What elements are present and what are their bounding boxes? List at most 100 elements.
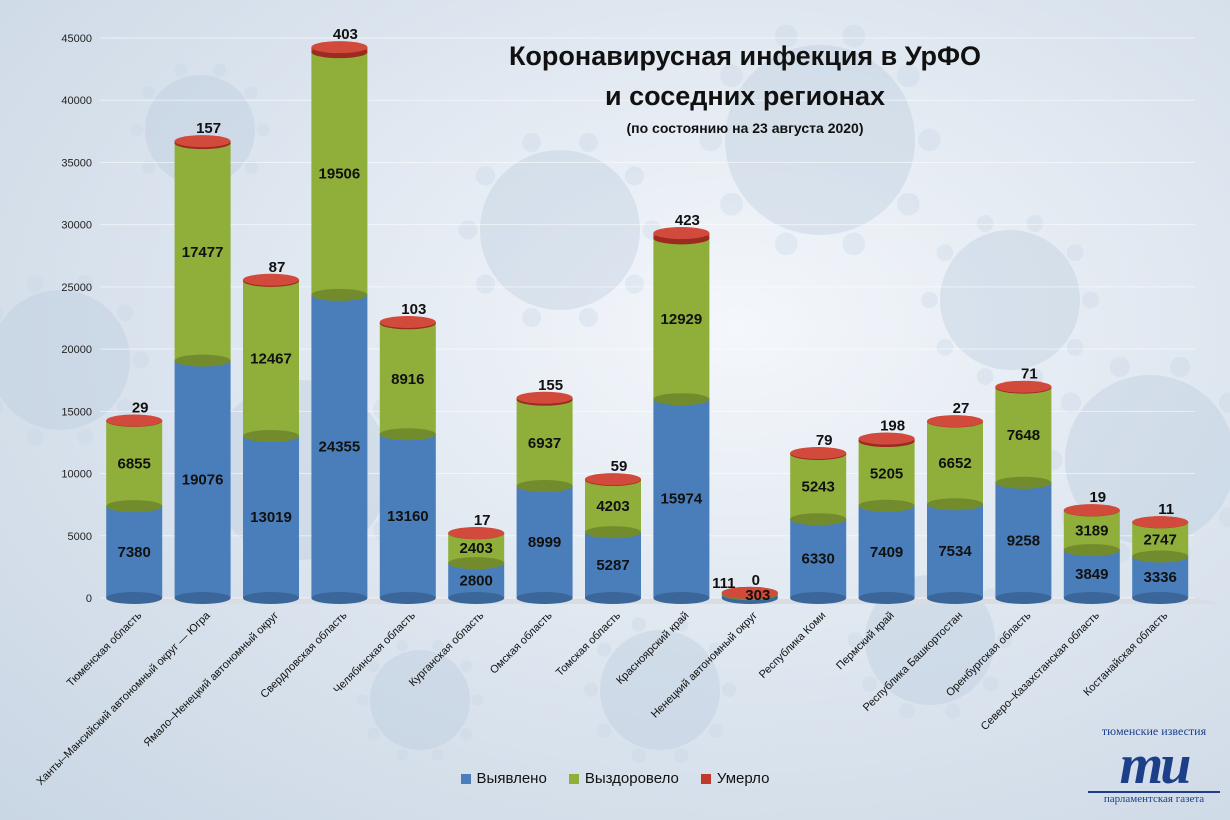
legend-label-detected: Выявлено — [476, 770, 547, 787]
x-category-label: Северо–Казахстанская область — [979, 609, 1102, 732]
value-label-recovered: 5205 — [870, 465, 903, 482]
bar-segment — [995, 387, 1052, 483]
bar-segment-base — [790, 592, 847, 604]
bar-segment-base — [174, 592, 231, 604]
value-label-detected: 2800 — [460, 573, 493, 590]
value-label-recovered: 2403 — [460, 540, 493, 557]
legend: Выявлено Выздоровело Умерло — [0, 770, 1230, 787]
value-label-detected: 3336 — [1144, 569, 1177, 586]
value-label-died: 27 — [953, 400, 970, 417]
bar-group — [311, 41, 368, 604]
bar-top-cap — [653, 227, 710, 240]
value-label-died: 403 — [333, 26, 358, 43]
x-category-label: Республика Коми — [757, 610, 828, 681]
value-label-died: 198 — [880, 418, 905, 435]
bar-segment-base — [858, 592, 915, 604]
bar-segment — [379, 434, 436, 598]
value-label-recovered: 12467 — [250, 350, 292, 367]
bar-segment-base — [516, 480, 573, 493]
bar-segment-base — [448, 557, 505, 570]
bar-top-cap — [1132, 516, 1189, 529]
bar-group — [106, 414, 163, 604]
value-label-detected: 13160 — [387, 508, 429, 525]
bar-segment-base — [516, 592, 573, 604]
value-label-recovered: 6937 — [528, 435, 561, 452]
value-label-recovered: 4203 — [596, 498, 629, 515]
bar-segment — [516, 486, 573, 598]
virus-blob — [0, 275, 149, 445]
y-tick-label: 20000 — [61, 344, 92, 356]
bar-top-cap — [106, 414, 163, 427]
bar-segment — [653, 399, 710, 598]
bar-segment — [927, 504, 983, 598]
bar-segment-base — [995, 592, 1052, 604]
bar-group — [379, 315, 436, 604]
x-category-label: Курганская область — [407, 609, 487, 689]
bar-segment — [243, 280, 299, 436]
bar-group — [174, 135, 231, 604]
value-label-detected: 5287 — [596, 557, 629, 574]
value-label-died: 79 — [816, 432, 833, 449]
value-label-detected: 24355 — [319, 438, 361, 455]
bar-group — [243, 273, 299, 604]
bar-group — [653, 227, 710, 604]
bar-segment-base — [927, 498, 983, 511]
bar-segment-base — [1132, 550, 1189, 563]
value-label-recovered: 6652 — [938, 455, 971, 472]
value-label-died: 11 — [1158, 501, 1174, 518]
chart-title-line2: и соседних регионах — [604, 81, 886, 111]
chart-subtitle: (по состоянию на 23 августа 2020) — [626, 120, 864, 136]
x-category-label: Ямало–Ненецкий автономный округ — [142, 610, 281, 749]
value-label-recovered: 7648 — [1007, 427, 1040, 444]
value-label-died: 157 — [196, 120, 221, 137]
bar-segment — [1063, 510, 1120, 551]
virus-blob — [583, 617, 737, 763]
value-label-detected: 19076 — [182, 471, 224, 488]
bar-top-cap — [174, 135, 231, 148]
bar-group — [721, 586, 778, 604]
newspaper-logo: тюменские известия ти парламентская газе… — [1088, 724, 1220, 808]
bar-segment-base — [174, 354, 231, 367]
bar-segment-base — [585, 592, 641, 604]
bar-segment-base — [106, 592, 163, 604]
value-label-died: 19 — [1089, 489, 1106, 506]
bar-segment — [995, 482, 1052, 598]
value-label-detected: 7409 — [870, 544, 903, 561]
bar-segment-base — [379, 592, 436, 604]
legend-item-detected: Выявлено — [460, 770, 547, 787]
bar-top-cap — [995, 380, 1052, 393]
value-label-recovered: 6855 — [118, 456, 151, 473]
value-label-detected: 13019 — [250, 509, 292, 526]
value-label-died: 155 — [538, 377, 563, 394]
virus-blob — [356, 639, 484, 761]
bar-group — [927, 415, 983, 604]
bar-segment — [1132, 556, 1189, 598]
value-label-detected: 303 — [745, 587, 770, 604]
bar-segment — [243, 435, 299, 598]
virus-blob — [921, 215, 1099, 385]
value-label-recovered: 19506 — [319, 166, 361, 183]
bar-top-cap — [790, 446, 847, 459]
bar-segment — [311, 52, 368, 295]
bar-segment-base — [311, 288, 368, 301]
logo-bottom-text: парламентская газета — [1088, 791, 1220, 805]
bar-segment-base — [1063, 592, 1120, 604]
bar-segment — [858, 441, 915, 506]
value-label-recovered: 12929 — [661, 311, 703, 328]
y-tick-label: 5000 — [68, 531, 92, 543]
bar-segment-base — [858, 499, 915, 512]
x-category-label: Пермский край — [834, 610, 897, 673]
bar-segment — [174, 360, 231, 598]
y-tick-label: 0 — [86, 593, 92, 605]
bar-segment — [585, 479, 641, 533]
bar-group — [585, 473, 641, 604]
value-label-recovered: 3189 — [1075, 522, 1108, 539]
logo-top-text: тюменские известия — [1101, 724, 1207, 738]
bar-segment — [653, 238, 710, 400]
value-label-detected: 8999 — [528, 534, 561, 551]
bar-group — [995, 380, 1052, 604]
bar-group — [790, 446, 847, 604]
bar-segment — [516, 399, 573, 487]
bar-group — [1063, 504, 1120, 604]
